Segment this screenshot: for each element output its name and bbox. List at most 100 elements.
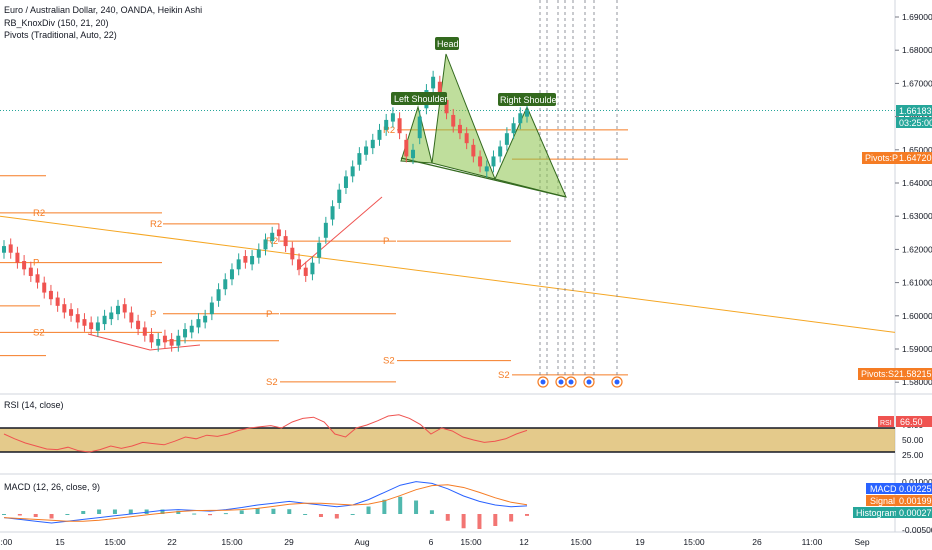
macd-histogram-bar [382, 499, 387, 514]
left-shoulder-label: Left Shoulder [394, 94, 448, 104]
pivot-label-p: P [33, 258, 39, 269]
signal-value: 0.00199 [899, 496, 932, 506]
candle-body [89, 322, 94, 330]
event-marker-dot [586, 379, 592, 385]
candle-body [169, 339, 174, 346]
macd-histogram-bar [176, 510, 181, 514]
right-shoulder-label: Right Shoulder [500, 95, 560, 105]
price-tick-label: 1.59000 [902, 344, 932, 354]
time-tick-label: 15:00 [221, 537, 243, 547]
candle-body [2, 246, 6, 253]
candle-body [417, 116, 422, 139]
rsi-line [3, 414, 528, 453]
macd-histogram-bar [350, 514, 355, 515]
price-tick-label: 1.61000 [902, 278, 932, 288]
macd-histogram-bar [334, 514, 339, 519]
candle-body [323, 222, 328, 238]
macd-histogram-bar [303, 514, 308, 515]
candle-body [8, 244, 13, 253]
macd-histogram-bar [525, 514, 529, 516]
candle-body [283, 236, 288, 247]
candle-body [457, 124, 462, 134]
rsi-value: 66.50 [900, 417, 923, 427]
histogram-name: Histogram [856, 508, 897, 518]
countdown-badge [896, 117, 932, 128]
candle-body [511, 123, 516, 134]
candle-body [183, 329, 188, 338]
time-tick-label: 12 [519, 537, 529, 547]
candle-body [370, 139, 375, 149]
current-price-value: 1.66183 [899, 106, 932, 116]
candle-body [431, 76, 436, 89]
pivot-p-label: Pivots:P [865, 153, 898, 163]
price-tick-label: 1.65000 [902, 145, 932, 155]
candle-body [276, 229, 281, 237]
time-tick-label: 6 [429, 537, 434, 547]
macd-histogram-bar [493, 514, 498, 526]
candle-body [357, 153, 362, 165]
candle-body [189, 325, 194, 333]
rsi-tag: RSI [880, 420, 892, 427]
candle-body [28, 267, 33, 276]
candle-body [95, 322, 100, 331]
candle-body [55, 297, 60, 306]
candle-body [129, 312, 134, 323]
candle-body [15, 252, 20, 263]
macd-histogram-bar [509, 514, 514, 522]
candle-body [411, 149, 416, 159]
macd-histogram-bar [461, 514, 466, 529]
pivot-label-s2: S2 [33, 327, 45, 338]
price-tick-label: 1.60000 [902, 311, 932, 321]
event-marker-dot [540, 379, 546, 385]
price-tick-label: 1.67000 [902, 78, 932, 88]
signal-value-badge [896, 495, 932, 506]
macd-histogram-bar [239, 510, 244, 514]
event-marker-dot [568, 379, 574, 385]
candle-body [250, 256, 255, 265]
countdown-value: 03:25:00 [899, 118, 932, 128]
pivot-p-value: 1.64720 [899, 153, 932, 163]
pivot-s2-label: Pivots:S2 [861, 369, 899, 379]
candle-body [397, 118, 402, 134]
candle-body [256, 249, 261, 258]
pivot-s2-value: 1.58215 [899, 369, 932, 379]
candle-body [478, 156, 483, 167]
candle-body [290, 247, 295, 260]
candle-body [223, 279, 228, 290]
histogram-value-badge [896, 507, 932, 518]
pattern-head [431, 53, 496, 180]
macd-histogram-bar [318, 514, 323, 517]
macd-histogram-bar [429, 510, 434, 514]
left-shoulder-tag [391, 92, 447, 105]
time-tick-label: 2:00 [0, 537, 13, 547]
price-tick-label: 1.62000 [902, 244, 932, 254]
candle-body [484, 166, 489, 172]
macd-histogram-bar [49, 514, 54, 519]
candle-body [444, 100, 449, 114]
time-tick-label: 26 [752, 537, 762, 547]
pivot-label-r2: R2 [383, 125, 395, 136]
macd-name: MACD [870, 484, 897, 494]
time-tick-label: Aug [354, 537, 369, 547]
candle-body [337, 189, 342, 203]
rsi-value-badge [896, 416, 932, 427]
candle-body [115, 305, 120, 315]
macd-histogram-bar [208, 514, 213, 516]
pivot-label-p: P [150, 309, 156, 320]
candle-body [364, 146, 369, 155]
pivot-label-s2: S2 [383, 356, 395, 367]
time-tick-label: 15:00 [460, 537, 482, 547]
candle-body [471, 144, 476, 157]
chart-title: Euro / Australian Dollar, 240, OANDA, He… [4, 5, 202, 15]
pivot-label-s2: S2 [266, 377, 278, 388]
time-tick-label: 19 [635, 537, 645, 547]
price-tick-label: 1.66000 [902, 112, 932, 122]
candle-body [390, 113, 395, 122]
macd-histogram-bar [255, 508, 260, 514]
macd-histogram-bar [398, 496, 403, 514]
pivot-label-p: P [383, 236, 389, 247]
macd-histogram-bar [287, 509, 292, 514]
candle-body [196, 319, 201, 328]
trend-line [0, 215, 896, 333]
